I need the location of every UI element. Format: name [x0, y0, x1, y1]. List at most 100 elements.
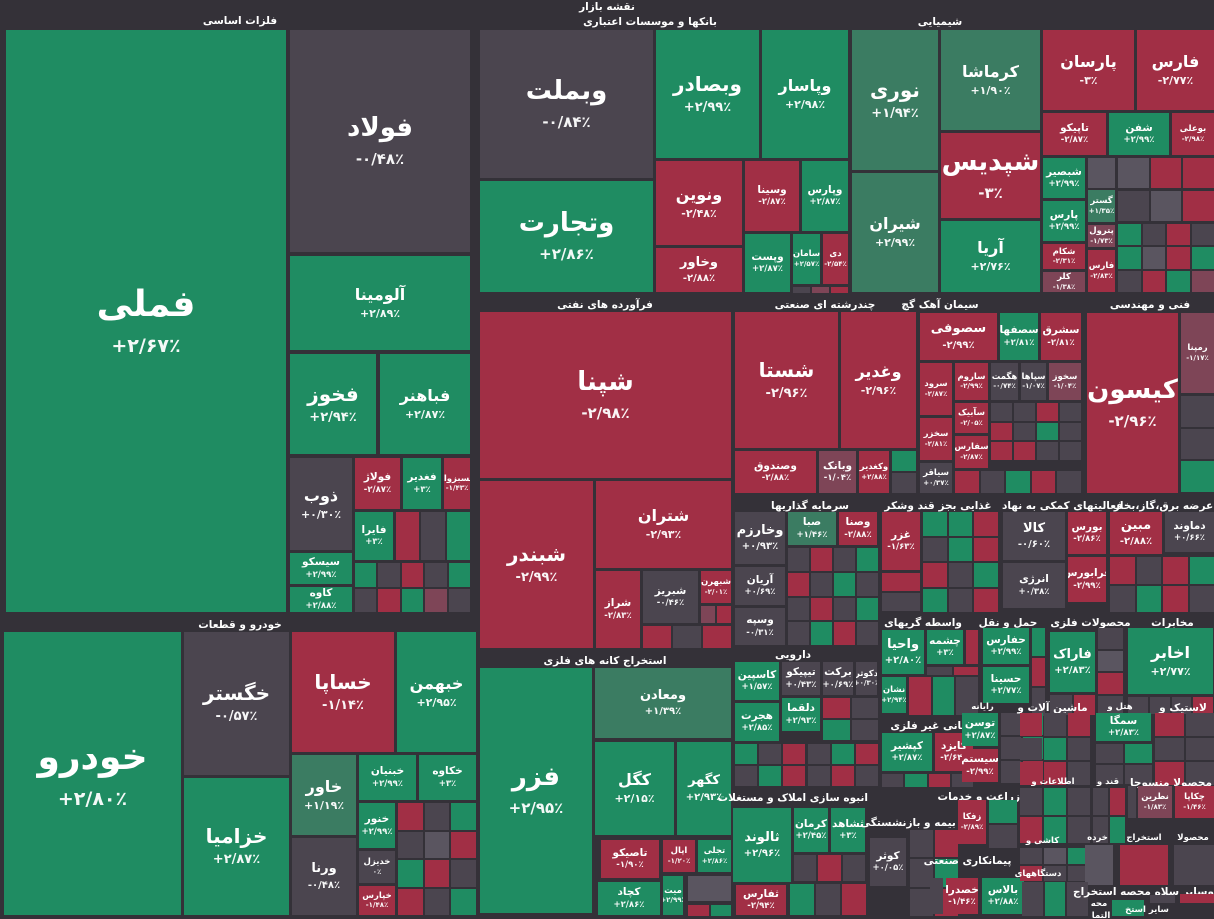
stock-cell[interactable]: ومعادن +۱/۳۹٪ [595, 668, 731, 738]
mini-stock-cell[interactable] [923, 588, 947, 612]
mini-stock-cell[interactable] [1096, 744, 1123, 763]
mini-stock-cell[interactable] [816, 884, 840, 915]
mini-stock-cell[interactable] [759, 744, 782, 764]
mini-stock-cell[interactable] [759, 766, 782, 786]
mini-stock-cell[interactable] [948, 537, 973, 561]
mini-stock-cell[interactable] [1110, 585, 1135, 612]
stock-cell[interactable]: دماوند +۰/۶۶٪ [1165, 512, 1214, 552]
mini-stock-cell[interactable] [424, 888, 450, 915]
mini-stock-cell[interactable] [980, 471, 1005, 493]
stock-cell[interactable]: وصندوق -۲/۸۸٪ [735, 451, 816, 493]
mini-stock-cell[interactable] [1014, 403, 1035, 421]
mini-stock-cell[interactable] [355, 588, 377, 612]
stock-cell[interactable]: سصفها +۲/۸۱٪ [1000, 313, 1038, 360]
stock-cell[interactable]: کگهر +۲/۹۳٪ [677, 742, 731, 835]
mini-stock-cell[interactable] [451, 803, 476, 830]
stock-cell[interactable]: اپال -۱/۲۰٪ [663, 840, 695, 872]
stock-cell[interactable]: زفکا -۲/۸۹٪ [958, 800, 986, 844]
mini-stock-cell[interactable] [1098, 673, 1123, 694]
mini-stock-cell[interactable] [1118, 270, 1141, 292]
mini-stock-cell[interactable] [788, 622, 809, 645]
mini-stock-cell[interactable] [834, 622, 855, 645]
mini-stock-cell[interactable] [1050, 695, 1072, 715]
mini-stock-cell[interactable] [1118, 191, 1149, 221]
mini-stock-cell[interactable] [823, 720, 850, 740]
mini-stock-cell[interactable] [1093, 788, 1108, 815]
mini-stock-cell[interactable] [1067, 882, 1088, 916]
stock-cell[interactable]: وبانک -۱/۰۴٪ [819, 451, 856, 493]
mini-stock-cell[interactable] [811, 548, 832, 571]
mini-stock-cell[interactable] [1189, 585, 1214, 612]
mini-stock-cell[interactable] [1037, 403, 1058, 421]
mini-stock-cell[interactable] [842, 855, 865, 881]
mini-stock-cell[interactable] [851, 698, 878, 718]
stock-cell[interactable]: شیران +۲/۹۹٪ [852, 173, 938, 292]
stock-cell[interactable]: ونوین -۲/۴۸٪ [656, 161, 742, 245]
mini-stock-cell[interactable] [1118, 158, 1149, 188]
stock-cell[interactable]: شپنا -۲/۹۸٪ [480, 312, 731, 478]
mini-stock-cell[interactable] [842, 884, 866, 915]
mini-stock-cell[interactable] [378, 563, 400, 587]
mini-stock-cell[interactable] [643, 626, 671, 648]
stock-cell[interactable]: فایرا +۳٪ [355, 512, 393, 560]
mini-stock-cell[interactable] [857, 597, 878, 621]
mini-stock-cell[interactable] [857, 622, 878, 645]
stock-cell[interactable]: کچاد +۲/۸۶٪ [598, 882, 660, 915]
stock-cell[interactable]: سمگا +۲/۸۳٪ [1096, 713, 1151, 741]
mini-stock-cell[interactable] [1044, 848, 1066, 864]
mini-stock-cell[interactable] [948, 512, 973, 536]
mini-stock-cell[interactable] [956, 677, 978, 715]
mini-stock-cell[interactable] [1155, 762, 1184, 785]
stock-cell[interactable]: خکاوه +۳٪ [419, 755, 476, 800]
mini-stock-cell[interactable] [892, 451, 916, 471]
mini-stock-cell[interactable] [1001, 761, 1021, 783]
stock-cell[interactable]: کاسپین +۱/۵۷٪ [735, 662, 779, 700]
mini-stock-cell[interactable] [807, 766, 830, 786]
mini-stock-cell[interactable] [811, 597, 832, 621]
stock-cell[interactable]: خاور +۱/۱۹٪ [292, 755, 356, 835]
mini-stock-cell[interactable] [1180, 894, 1214, 903]
stock-cell[interactable]: سامان +۲/۵۷٪ [793, 234, 820, 284]
mini-stock-cell[interactable] [1181, 461, 1214, 492]
mini-stock-cell[interactable] [857, 572, 878, 596]
mini-stock-cell[interactable] [1044, 788, 1066, 815]
mini-stock-cell[interactable] [1014, 422, 1035, 441]
mini-stock-cell[interactable] [1191, 270, 1214, 292]
mini-stock-cell[interactable] [1163, 557, 1188, 584]
mini-stock-cell[interactable] [1098, 695, 1123, 716]
mini-stock-cell[interactable] [974, 537, 998, 561]
mini-stock-cell[interactable] [1174, 845, 1214, 885]
mini-stock-cell[interactable] [378, 588, 400, 612]
stock-cell[interactable]: خپارس -۱/۴۸٪ [359, 886, 395, 915]
stock-cell[interactable]: حسینا +۲/۷۷٪ [983, 667, 1029, 703]
stock-cell[interactable]: رمپنا -۱/۱۷٪ [1181, 313, 1214, 393]
mini-stock-cell[interactable] [991, 442, 1012, 460]
mini-stock-cell[interactable] [857, 548, 878, 571]
stock-cell[interactable]: سیسکو +۲/۹۹٪ [290, 553, 352, 584]
mini-stock-cell[interactable] [882, 593, 920, 611]
mini-stock-cell[interactable] [1142, 224, 1165, 246]
stock-cell[interactable]: غزر -۱/۶۳٪ [882, 512, 920, 570]
mini-stock-cell[interactable] [1068, 788, 1090, 815]
mini-stock-cell[interactable] [1136, 585, 1161, 612]
stock-cell[interactable]: آلومینا +۲/۸۹٪ [290, 256, 470, 350]
mini-stock-cell[interactable] [1068, 848, 1090, 864]
stock-cell[interactable]: فباهنر +۲/۸۷٪ [380, 354, 470, 454]
stock-cell[interactable]: وکغدیر +۲/۸۸٪ [859, 451, 889, 493]
mini-stock-cell[interactable] [1032, 628, 1045, 656]
mini-stock-cell[interactable] [424, 803, 450, 830]
mini-stock-cell[interactable] [1150, 895, 1175, 903]
mini-stock-cell[interactable] [1031, 471, 1056, 493]
mini-stock-cell[interactable] [398, 860, 423, 887]
stock-cell[interactable]: توسن +۲/۸۷٪ [962, 713, 998, 746]
stock-cell[interactable]: وخارزم +۰/۹۳٪ [735, 512, 785, 564]
mini-stock-cell[interactable] [811, 622, 832, 645]
mini-stock-cell[interactable] [788, 548, 809, 571]
mini-stock-cell[interactable] [421, 512, 445, 560]
mini-stock-cell[interactable] [1044, 882, 1066, 916]
mini-stock-cell[interactable] [1183, 191, 1214, 221]
mini-stock-cell[interactable] [1001, 737, 1021, 759]
stock-cell[interactable]: وخاور -۲/۸۸٪ [656, 248, 742, 292]
mini-stock-cell[interactable] [923, 537, 947, 561]
stock-cell[interactable]: شستا -۲/۹۶٪ [735, 312, 838, 448]
